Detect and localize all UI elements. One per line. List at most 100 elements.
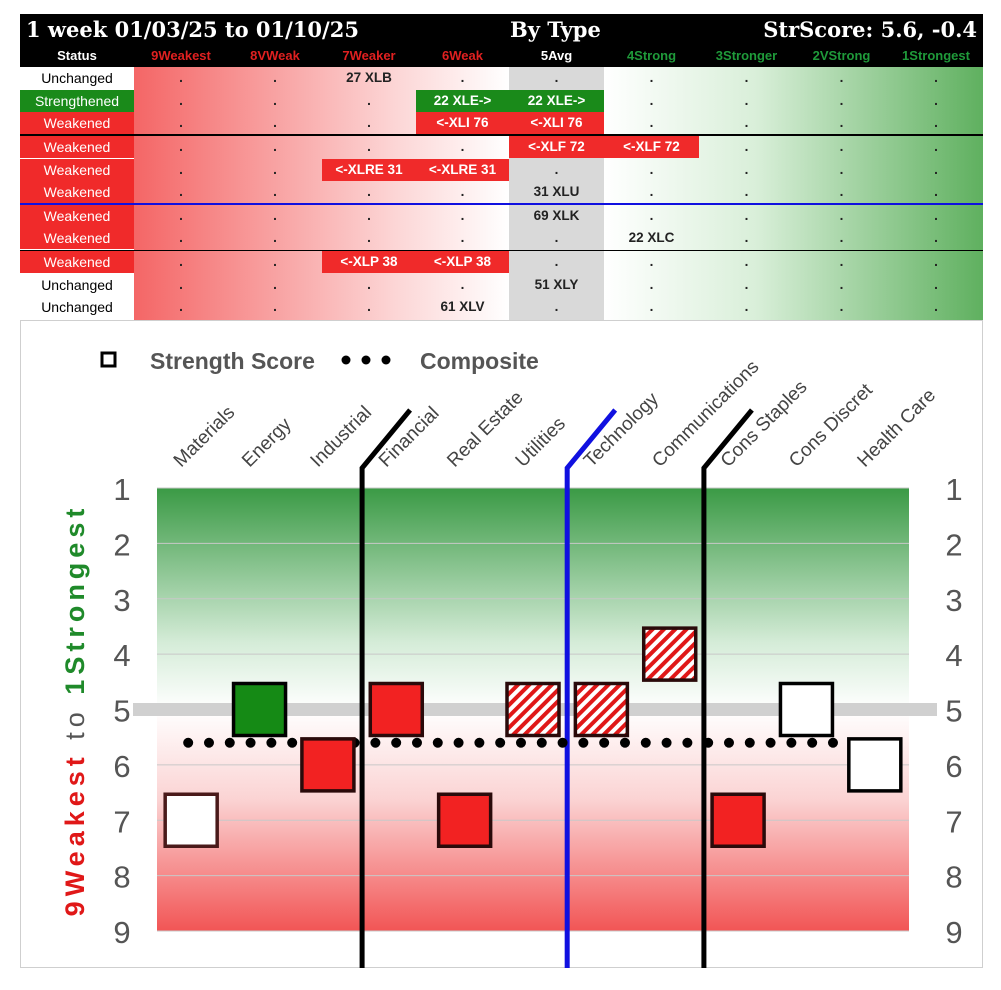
row-cell: . <box>179 92 183 108</box>
composite-dot <box>578 737 589 748</box>
group-divider <box>564 408 618 968</box>
legend-composite: Composite <box>420 348 539 374</box>
row-cell: . <box>179 139 183 154</box>
group-divider <box>701 408 754 968</box>
y-axis-to: to <box>60 695 90 740</box>
column-headers: Status 9Weakest 8VWeak 7Weaker 6Weak 5Avg 4Str… <box>20 45 983 67</box>
table-row: Weakened..... 22 XLC... <box>20 227 983 249</box>
composite-dot <box>682 737 693 748</box>
table-row: Unchanged.. 27 XLB...... <box>20 67 983 89</box>
row-cell: . <box>839 139 844 154</box>
legend-dot <box>361 355 371 365</box>
column-header-4strong: 4Strong <box>626 48 677 63</box>
column-header-8vweak: 8VWeak <box>250 48 300 63</box>
row-cell: . <box>744 92 749 108</box>
group-separator <box>20 203 983 205</box>
y-tick-label-right: 6 <box>945 749 962 784</box>
strength-marker-industrial <box>300 737 356 793</box>
column-header-status: Status <box>57 48 97 63</box>
row-cell: . <box>744 139 749 154</box>
strength-marker-financial <box>368 681 425 738</box>
row-cell: . <box>934 207 938 223</box>
composite-dot <box>287 737 298 748</box>
row-cell: . <box>839 276 844 292</box>
table-row: Unchanged... 61 XLV..... <box>20 296 983 318</box>
row-cell: . <box>744 115 749 130</box>
strength-marker-technology <box>573 681 630 738</box>
row-cell: . <box>273 276 277 292</box>
strength-marker-materials <box>163 792 219 848</box>
row-cell: . <box>839 299 844 314</box>
row-cell: . <box>744 207 749 223</box>
column-header-5avg: 5Avg <box>540 48 573 63</box>
row-cell: <-XLP 38 <box>416 251 509 273</box>
column-header-2vstrong: 2VStrong <box>812 48 871 63</box>
row-cell: . <box>554 161 559 177</box>
row-cell: . <box>179 70 183 85</box>
column-header-3stronger: 3Stronger <box>715 48 778 63</box>
row-cell: . <box>649 184 654 199</box>
row-cell: . <box>554 230 559 245</box>
y-tick-label-right: 1 <box>945 472 962 507</box>
row-cell: . <box>367 139 371 154</box>
row-cell: . <box>273 139 277 154</box>
row-cell: . <box>554 254 559 269</box>
row-cell: . <box>934 230 938 245</box>
composite-dot <box>391 737 402 748</box>
row-cell: . <box>839 184 844 199</box>
row-cell: . <box>273 70 277 85</box>
row-cell: 31 XLU <box>533 184 580 199</box>
composite-dot <box>474 737 485 748</box>
y-tick-label-right: 3 <box>945 583 962 618</box>
row-cell: . <box>273 254 277 269</box>
row-cell: . <box>649 276 654 292</box>
row-cell: 22 XLE-> <box>416 89 509 112</box>
y-tick-label-right: 2 <box>945 527 962 562</box>
row-cell: . <box>179 161 183 177</box>
view-label: By Type <box>510 17 601 42</box>
row-status: Strengthened <box>20 89 134 112</box>
composite-dot <box>765 737 776 748</box>
row-cell: . <box>744 184 749 199</box>
column-header-1strongest: 1Strongest <box>902 48 970 63</box>
composite-dot <box>495 737 506 748</box>
row-cell: . <box>839 115 844 130</box>
composite-dot <box>432 737 443 748</box>
table-row: Weakened.... <-XLF 72 <-XLF 72... <box>20 136 983 158</box>
y-tick-label-right: 9 <box>945 915 962 950</box>
row-cell: . <box>839 92 844 108</box>
row-status: Unchanged <box>20 296 134 318</box>
row-cell: <-XLRE 31 <box>322 158 416 181</box>
row-cell: . <box>744 230 749 245</box>
table-header: 1 week 01/03/25 to 01/10/25 By Type StrS… <box>20 14 983 45</box>
y-axis-weak: 9Weakest <box>60 740 90 917</box>
row-cell: . <box>839 230 844 245</box>
composite-dot <box>245 737 256 748</box>
strength-marker-cons-staples <box>710 792 766 848</box>
composite-dot <box>703 737 714 748</box>
row-cell: 51 XLY <box>534 276 579 292</box>
strong-zone-background <box>604 67 983 320</box>
strength-marker-real-estate <box>436 792 493 848</box>
y-tick-label-left: 3 <box>113 583 130 618</box>
row-cell: . <box>179 276 183 292</box>
table-row: Weakened.... 69 XLK.... <box>20 204 983 227</box>
composite-dot <box>619 737 630 748</box>
composite-dot <box>515 737 526 748</box>
row-cell: . <box>460 207 465 223</box>
row-cell: . <box>839 70 844 85</box>
row-cell: . <box>179 115 183 130</box>
composite-dot <box>599 737 610 748</box>
y-tick-label-left: 8 <box>113 860 130 895</box>
y-tick-label-left: 5 <box>113 694 130 729</box>
row-cell: . <box>179 254 183 269</box>
row-status: Unchanged <box>20 67 134 89</box>
row-cell: . <box>839 207 844 223</box>
composite-dot <box>411 737 422 748</box>
composite-dot <box>744 737 755 748</box>
composite-dot <box>723 737 734 748</box>
row-cell: 27 XLB <box>346 70 392 85</box>
row-cell: . <box>649 254 654 269</box>
table-body: Unchanged.. 27 XLB...... Strengthened... 22… <box>20 67 983 320</box>
row-cell: . <box>367 184 371 199</box>
